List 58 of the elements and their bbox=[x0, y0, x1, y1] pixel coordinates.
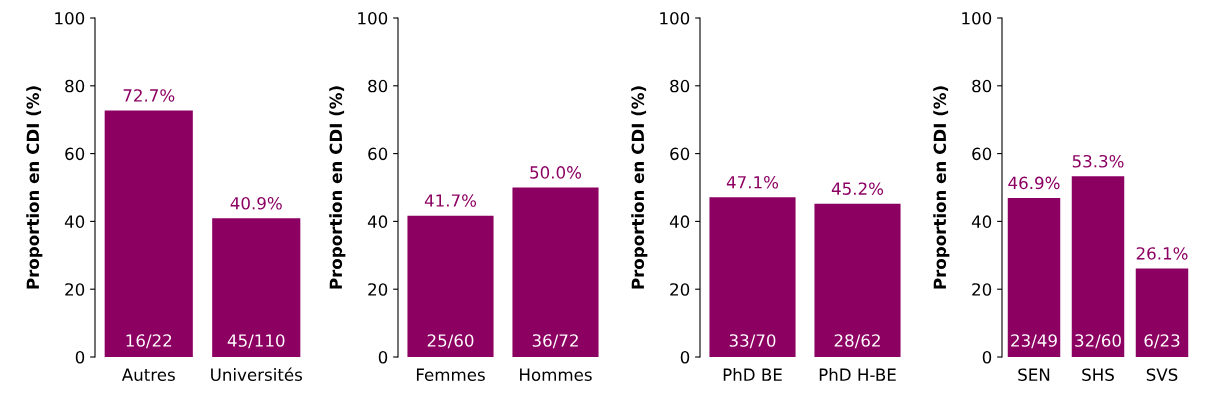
x-tick-label: PhD H-BE bbox=[819, 368, 896, 381]
y-axis-title: Proportion en CDI (%) bbox=[631, 86, 648, 289]
data-label: 41.7% bbox=[424, 194, 477, 207]
annotation: 25/60 bbox=[427, 334, 474, 349]
y-tick-label: 20 bbox=[972, 283, 992, 296]
y-axis-title: Proportion en CDI (%) bbox=[26, 86, 43, 289]
annotation: 33/70 bbox=[729, 334, 776, 349]
y-tick-label: 80 bbox=[972, 79, 992, 93]
data-label: 50.0% bbox=[530, 166, 582, 179]
annotation: 6/23 bbox=[1144, 334, 1180, 349]
x-tick-label: Hommes bbox=[520, 368, 592, 382]
bar bbox=[1007, 198, 1061, 357]
y-tick-label: 20 bbox=[670, 283, 690, 296]
y-tick-label: 60 bbox=[368, 147, 388, 161]
y-tick-label: 40 bbox=[669, 215, 690, 228]
data-label: 26.1% bbox=[1136, 247, 1188, 260]
y-tick-label: 80 bbox=[65, 79, 85, 93]
y-tick-label: 100 bbox=[660, 11, 690, 25]
annotation: 23/49 bbox=[1011, 334, 1057, 349]
y-tick-label: 60 bbox=[972, 147, 992, 161]
y-tick-label: 100 bbox=[962, 11, 992, 25]
y-tick-label: 20 bbox=[368, 283, 388, 296]
y-tick-label: 40 bbox=[367, 215, 388, 228]
data-label: 72.7% bbox=[123, 89, 175, 102]
y-tick-label: 40 bbox=[64, 215, 85, 228]
y-tick-label: 60 bbox=[65, 147, 85, 161]
y-tick-label: 40 bbox=[971, 215, 992, 228]
x-tick-label: SEN bbox=[1018, 368, 1050, 382]
bar bbox=[1135, 268, 1189, 357]
y-tick-label: 100 bbox=[55, 11, 85, 25]
data-label: 45.2% bbox=[831, 182, 884, 195]
x-tick-label: SVS bbox=[1146, 368, 1178, 382]
annotation: 45/110 bbox=[227, 334, 285, 349]
y-tick-label: 0 bbox=[75, 350, 85, 364]
x-tick-label: SHS bbox=[1082, 368, 1114, 382]
x-tick-label: Universités bbox=[211, 367, 303, 382]
annotation: 28/62 bbox=[834, 334, 880, 349]
y-tick-label: 100 bbox=[358, 11, 388, 25]
data-label: 40.9% bbox=[230, 196, 282, 210]
y-axis-title: Proportion en CDI (%) bbox=[933, 86, 950, 289]
y-tick-label: 20 bbox=[65, 283, 85, 296]
y-axis-title: Proportion en CDI (%) bbox=[329, 86, 346, 289]
y-tick-label: 80 bbox=[670, 79, 690, 93]
annotation: 36/72 bbox=[532, 334, 578, 349]
data-label: 46.9% bbox=[1008, 176, 1060, 190]
x-tick-label: Autres bbox=[121, 368, 175, 382]
x-tick-label: Femmes bbox=[416, 368, 485, 382]
x-tick-label: PhD BE bbox=[723, 368, 782, 381]
y-tick-label: 60 bbox=[670, 147, 690, 161]
annotation: 32/60 bbox=[1075, 334, 1121, 349]
bar bbox=[1071, 176, 1125, 357]
annotation: 16/22 bbox=[126, 334, 172, 349]
y-tick-label: 80 bbox=[368, 79, 388, 93]
data-label: 53.3% bbox=[1072, 154, 1124, 168]
y-tick-label: 0 bbox=[982, 350, 992, 364]
data-label: 47.1% bbox=[726, 175, 779, 189]
y-tick-label: 0 bbox=[378, 350, 388, 364]
y-tick-label: 0 bbox=[680, 350, 690, 364]
